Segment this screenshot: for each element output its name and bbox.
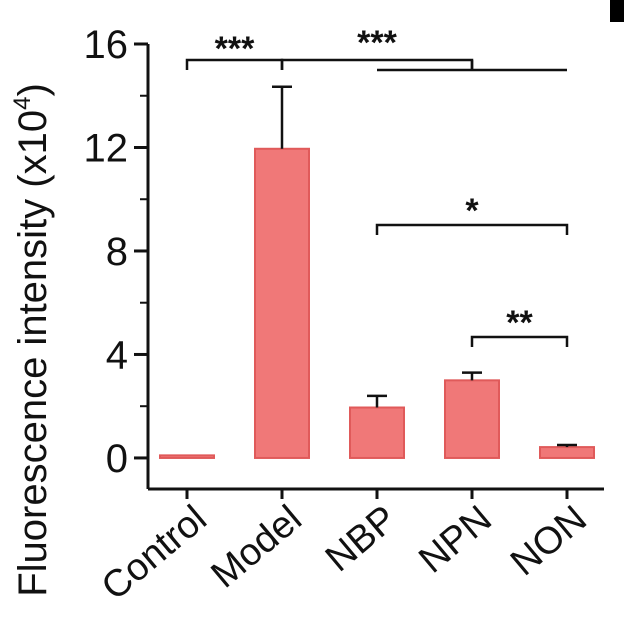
x-tick-label: NON (503, 498, 595, 584)
bar-npn (444, 379, 500, 459)
x-tick-label: NPN (411, 498, 499, 582)
y-tick-label: 4 (106, 333, 128, 377)
y-tick-label: 0 (106, 437, 128, 481)
bar-non (539, 446, 595, 459)
y-axis-title-exponent: 4 (9, 97, 36, 110)
y-axis-title-close: ) (11, 83, 55, 96)
bar-control (159, 454, 215, 459)
y-tick-label: 12 (84, 126, 129, 170)
significance-bracket (375, 223, 569, 235)
y-tick-label: 16 (84, 23, 129, 67)
significance-label: ** (506, 304, 533, 342)
x-tick-label: NBP (318, 498, 405, 580)
x-tick-label: Control (94, 498, 215, 609)
y-tick-label: 8 (106, 230, 128, 274)
x-tick-label: Model (204, 498, 310, 597)
significance-label: * (465, 192, 479, 230)
panel-corner-mark (610, 0, 624, 22)
significance-group-line (377, 60, 567, 72)
significance-label: *** (357, 24, 397, 62)
y-axis-title-text: Fluorescence intensity (x10 (11, 110, 55, 597)
bar-model (254, 147, 310, 459)
significance-bracket (470, 335, 569, 347)
y-axis-title: Fluorescence intensity (x104) (9, 83, 55, 597)
significance-label: *** (215, 30, 255, 68)
bar-nbp (349, 406, 405, 459)
